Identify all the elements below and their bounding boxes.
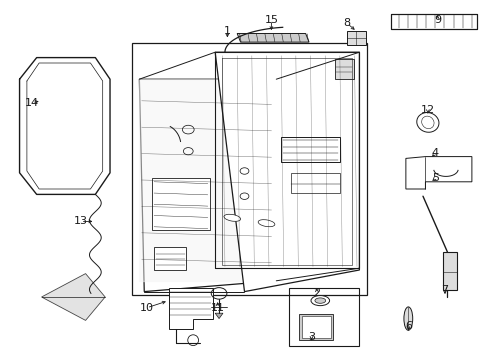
Polygon shape [41, 274, 105, 320]
Text: 12: 12 [420, 105, 434, 115]
Polygon shape [390, 14, 476, 29]
Ellipse shape [187, 335, 198, 346]
Text: 14: 14 [25, 98, 39, 108]
Polygon shape [346, 31, 365, 45]
Polygon shape [151, 178, 210, 230]
Bar [290, 173, 339, 193]
Text: 4: 4 [431, 148, 438, 158]
Bar [288, 288, 359, 346]
Text: 13: 13 [74, 216, 87, 226]
Polygon shape [237, 33, 308, 42]
Polygon shape [168, 288, 212, 329]
Ellipse shape [314, 298, 325, 303]
Text: 7: 7 [441, 285, 447, 295]
Polygon shape [215, 52, 359, 292]
Text: 8: 8 [343, 18, 350, 28]
Bar [299, 314, 333, 340]
Ellipse shape [258, 220, 274, 227]
Polygon shape [139, 79, 276, 292]
Text: 5: 5 [431, 173, 438, 183]
Polygon shape [442, 252, 456, 290]
Text: 3: 3 [307, 332, 314, 342]
Ellipse shape [310, 296, 329, 306]
Ellipse shape [416, 113, 438, 132]
Text: 10: 10 [140, 303, 153, 313]
Text: 9: 9 [433, 15, 440, 25]
Polygon shape [215, 313, 223, 319]
Text: 6: 6 [404, 321, 411, 331]
Ellipse shape [421, 116, 433, 129]
Polygon shape [405, 157, 471, 189]
Text: 1: 1 [224, 26, 230, 36]
Bar [281, 137, 339, 162]
Bar [132, 43, 366, 295]
Text: 2: 2 [313, 288, 320, 298]
Text: 11: 11 [210, 303, 224, 313]
Text: 15: 15 [264, 15, 278, 25]
Bar [302, 316, 330, 338]
Bar [154, 247, 185, 270]
Ellipse shape [403, 307, 412, 330]
Bar [334, 59, 353, 79]
Ellipse shape [224, 214, 240, 221]
